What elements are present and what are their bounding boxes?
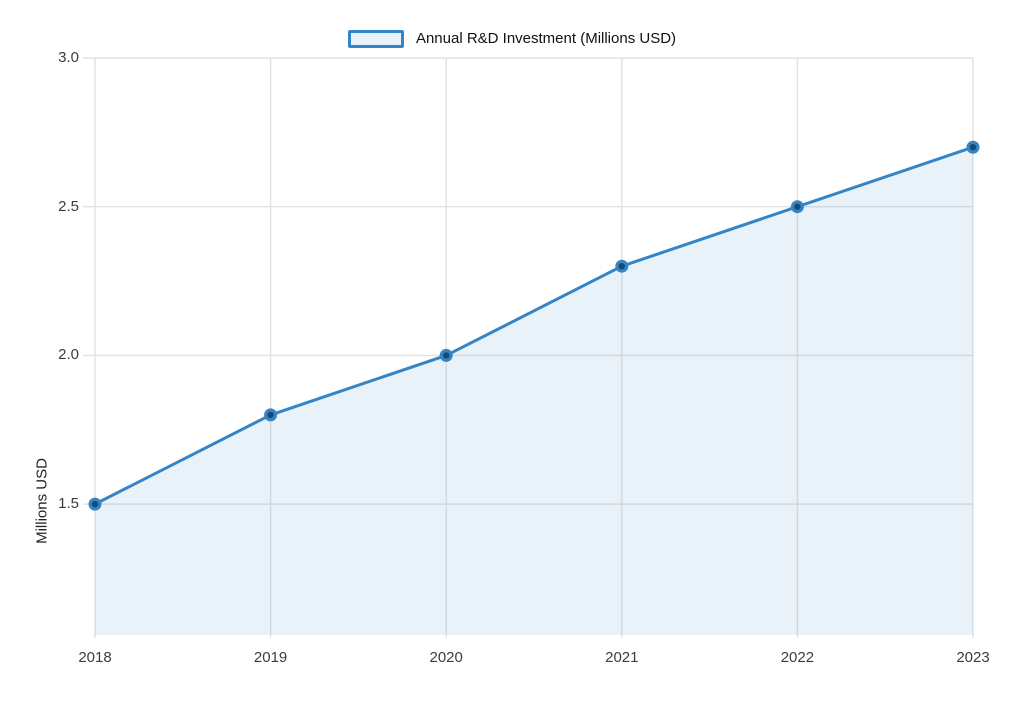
data-point-core-2018 bbox=[91, 500, 99, 508]
data-point-core-2021 bbox=[618, 262, 625, 270]
x-tick-label: 2018 bbox=[78, 649, 112, 666]
data-point-core-2022 bbox=[794, 203, 801, 210]
x-tick-label: 2019 bbox=[253, 649, 288, 666]
y-tick-label: 1.5 bbox=[58, 495, 79, 513]
legend-swatch-icon bbox=[347, 30, 404, 48]
legend[interactable]: Annual R&D Investment (Millions USD) bbox=[0, 30, 1024, 48]
y-tick-label: 3.0 bbox=[58, 49, 79, 66]
x-tick-label: 2020 bbox=[429, 649, 463, 666]
data-point-core-2019 bbox=[267, 411, 274, 419]
y-tick-label: 2.5 bbox=[58, 197, 79, 215]
series-area-fill bbox=[95, 147, 973, 635]
data-point-core-2020 bbox=[443, 352, 450, 359]
y-tick-label: 2.0 bbox=[58, 346, 79, 364]
x-tick-label: 2022 bbox=[780, 649, 815, 666]
series-line bbox=[93, 145, 975, 506]
data-point-core-2023 bbox=[969, 144, 977, 151]
legend-label: Annual R&D Investment (Millions USD) bbox=[415, 30, 677, 47]
x-tick-label: 2023 bbox=[956, 649, 990, 666]
x-tick-label: 2021 bbox=[605, 649, 639, 666]
